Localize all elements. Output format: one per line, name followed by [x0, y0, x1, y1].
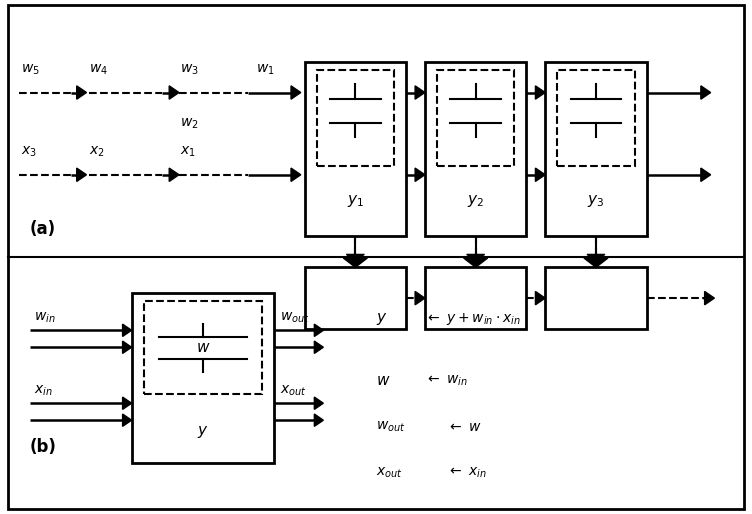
- Polygon shape: [123, 341, 132, 354]
- Text: $x_{out}$: $x_{out}$: [280, 383, 308, 398]
- Bar: [425, 62, 526, 236]
- Text: $\leftarrow\ w$: $\leftarrow\ w$: [447, 419, 482, 434]
- Text: $y_2$: $y_2$: [467, 193, 484, 210]
- Text: $\leftarrow\ x_{in}$: $\leftarrow\ x_{in}$: [447, 466, 487, 480]
- Text: $w_3$: $w_3$: [180, 62, 199, 77]
- Polygon shape: [123, 324, 132, 337]
- Bar: [305, 62, 406, 236]
- Polygon shape: [314, 324, 323, 337]
- Text: $y_1$: $y_1$: [347, 193, 364, 210]
- Polygon shape: [463, 258, 487, 267]
- Polygon shape: [123, 397, 132, 409]
- Polygon shape: [701, 168, 711, 181]
- Polygon shape: [77, 86, 86, 99]
- Polygon shape: [415, 86, 425, 99]
- Text: $w_4$: $w_4$: [89, 62, 108, 77]
- Bar: [144, 301, 262, 395]
- Text: $w$: $w$: [196, 340, 211, 355]
- Bar: [545, 267, 647, 329]
- Text: $y$: $y$: [197, 424, 209, 440]
- Text: $x_{out}$: $x_{out}$: [376, 466, 403, 480]
- Polygon shape: [466, 254, 484, 260]
- Polygon shape: [169, 168, 179, 181]
- Text: $y_3$: $y_3$: [587, 193, 605, 210]
- Text: $w_5$: $w_5$: [21, 62, 40, 77]
- Text: $w_{out}$: $w_{out}$: [376, 419, 405, 434]
- Polygon shape: [343, 258, 368, 267]
- Text: $\leftarrow\ y + w_{in} \cdot x_{in}$: $\leftarrow\ y + w_{in} \cdot x_{in}$: [425, 310, 520, 327]
- Bar: [557, 70, 635, 166]
- Polygon shape: [535, 86, 545, 99]
- Text: $w_2$: $w_2$: [180, 116, 199, 131]
- Bar: [132, 293, 274, 463]
- Text: $\leftarrow\ w_{in}$: $\leftarrow\ w_{in}$: [425, 373, 468, 388]
- Bar: [317, 70, 394, 166]
- Polygon shape: [584, 258, 608, 267]
- Text: (b): (b): [30, 438, 57, 456]
- Polygon shape: [314, 397, 323, 409]
- Polygon shape: [535, 168, 545, 181]
- Polygon shape: [314, 341, 323, 354]
- Text: (a): (a): [30, 219, 56, 238]
- Polygon shape: [535, 291, 545, 305]
- Polygon shape: [346, 254, 365, 260]
- Bar: [437, 70, 514, 166]
- Text: $x_1$: $x_1$: [180, 144, 196, 159]
- Text: $y$: $y$: [376, 310, 387, 327]
- Bar: [425, 267, 526, 329]
- Polygon shape: [314, 414, 323, 427]
- Polygon shape: [123, 414, 132, 427]
- Polygon shape: [77, 168, 86, 181]
- Polygon shape: [705, 291, 714, 305]
- Polygon shape: [587, 254, 605, 260]
- Bar: [545, 62, 647, 236]
- Polygon shape: [291, 86, 301, 99]
- Text: $w_{out}$: $w_{out}$: [280, 310, 310, 325]
- Text: $x_{in}$: $x_{in}$: [34, 383, 53, 398]
- Polygon shape: [169, 86, 179, 99]
- Text: $w$: $w$: [376, 373, 390, 388]
- Polygon shape: [415, 291, 425, 305]
- Text: $w_{in}$: $w_{in}$: [34, 310, 56, 325]
- Text: $x_2$: $x_2$: [89, 144, 105, 159]
- Polygon shape: [291, 168, 301, 181]
- Polygon shape: [701, 86, 711, 99]
- Text: $x_3$: $x_3$: [21, 144, 37, 159]
- Bar: [305, 267, 406, 329]
- Polygon shape: [415, 168, 425, 181]
- Text: $w_1$: $w_1$: [256, 62, 274, 77]
